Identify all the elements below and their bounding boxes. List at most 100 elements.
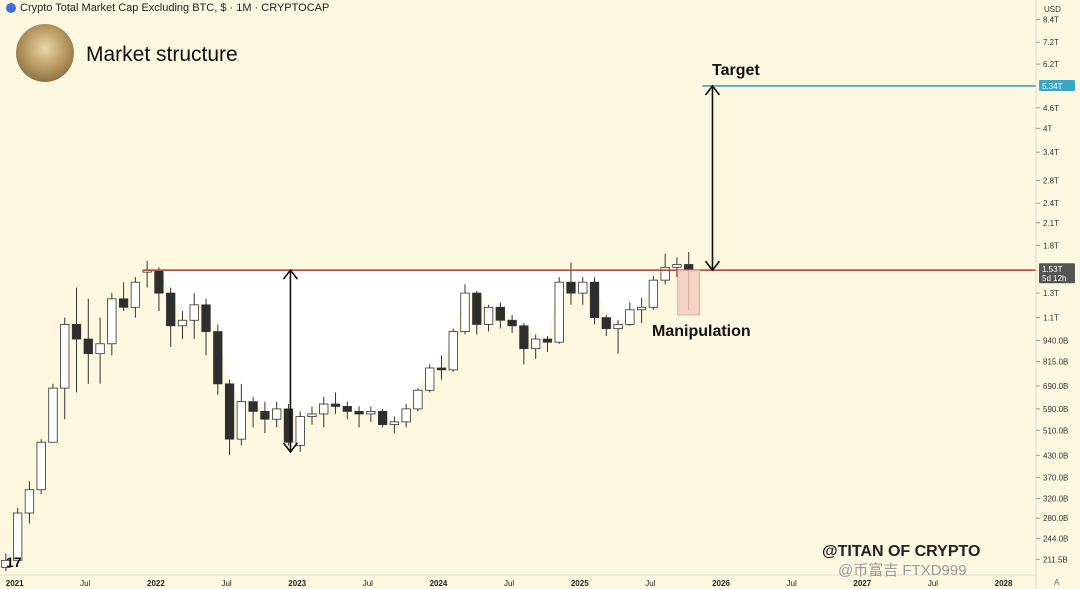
x-tick-label: Jul (645, 579, 655, 588)
candle-body (319, 403, 329, 415)
candle-body (507, 319, 517, 327)
cup-area-fill (147, 270, 654, 422)
y-axis-panel[interactable] (1036, 0, 1080, 589)
candle (531, 334, 541, 359)
y-tick-label: 211.5B (1043, 555, 1068, 564)
y-tick-label: 4T (1043, 124, 1052, 133)
x-tick-label: 2024 (430, 579, 448, 588)
candle (177, 311, 188, 340)
manipulation-label: Manipulation (652, 323, 751, 340)
candle-body (413, 389, 423, 410)
x-tick-label: Jul (787, 579, 797, 588)
candle (672, 257, 682, 278)
candle (542, 336, 553, 352)
candle-body (330, 403, 341, 407)
candle (118, 282, 129, 312)
candle (24, 481, 35, 524)
candle (589, 277, 600, 325)
y-axis: 8.4T 7.2T 6.2T 4.6T 4T 3.4T 2.8T 2.4T 2.1T 1.8T 1.… (1036, 16, 1075, 564)
candle (483, 304, 494, 332)
y-tick-label: 590.0B (1043, 405, 1068, 414)
countdown-label: 5d 12h (1042, 274, 1066, 283)
y-tick-label: 280.0B (1043, 514, 1068, 523)
candle-body (542, 338, 553, 343)
price-label: 1.53T (1042, 265, 1063, 274)
candle-body (601, 317, 611, 330)
candle (213, 324, 223, 395)
y-tick-label: 815.0B (1043, 358, 1068, 367)
candle (554, 277, 564, 344)
y-tick-label: 6.2T (1043, 60, 1059, 69)
candle-body (366, 411, 376, 415)
candle (283, 404, 294, 446)
candle-body (554, 281, 564, 343)
candle (260, 401, 270, 434)
candle-body (613, 324, 623, 330)
candle-body (248, 401, 258, 412)
currency-label[interactable]: USD (1044, 5, 1061, 14)
x-tick-label: Jul (221, 579, 231, 588)
x-tick-label: Jul (80, 579, 90, 588)
y-tick-label: 8.4T (1043, 16, 1059, 25)
candle-body (625, 309, 635, 325)
x-tick-label: 2023 (288, 579, 306, 588)
candle-body (566, 281, 576, 294)
candle (472, 290, 482, 335)
y-tick-label: 2.8T (1043, 177, 1059, 186)
y-tick-label: 510.0B (1043, 426, 1068, 435)
candle (330, 392, 341, 414)
measured-move-arrows (282, 84, 721, 454)
candle-body (448, 331, 458, 371)
candle-body (1, 559, 11, 568)
candle (354, 406, 364, 428)
symbol-icon (6, 3, 16, 13)
x-tick-label: Jul (928, 579, 938, 588)
candle-body (201, 304, 211, 332)
y-tick-label: 2.4T (1043, 199, 1059, 208)
x-tick-label: Jul (363, 579, 373, 588)
manipulation-box (677, 269, 701, 316)
candle-body (460, 292, 470, 332)
candle (295, 411, 305, 452)
candle (413, 388, 423, 412)
candle (625, 302, 635, 326)
candle-body (636, 306, 647, 311)
x-tick-label: 2025 (571, 579, 589, 588)
x-tick-label: 2027 (853, 579, 871, 588)
auto-scale-label[interactable]: A (1054, 578, 1060, 587)
candle (189, 293, 199, 340)
candle-body (495, 306, 505, 321)
candle (71, 287, 82, 393)
y-tick-label: 3.4T (1043, 148, 1059, 157)
author-avatar (16, 24, 74, 82)
x-tick-label: 2026 (712, 579, 730, 588)
candle-body (36, 441, 46, 491)
arrow-head-up (282, 268, 299, 280)
candle-body (648, 279, 659, 308)
candle (224, 379, 235, 456)
candle (248, 396, 258, 428)
candle-body (519, 325, 529, 350)
candle-body (189, 304, 199, 321)
candle-body (307, 413, 317, 417)
x-tick-label: 2028 (995, 579, 1013, 588)
candle (36, 439, 46, 495)
symbol-header[interactable]: Crypto Total Market Cap Excluding BTC, $… (6, 2, 329, 14)
candle-body (71, 324, 82, 340)
candle (613, 320, 623, 354)
candle (166, 287, 176, 347)
x-tick-label: 2022 (147, 579, 165, 588)
candle-body (13, 512, 23, 561)
candle-body (83, 338, 93, 355)
candle (83, 298, 93, 384)
candlestick-series (1, 252, 694, 572)
candle-body (48, 387, 58, 443)
tradingview-logo[interactable]: 17 (6, 554, 22, 570)
candle-body (425, 367, 435, 391)
candle-body (684, 264, 694, 270)
candle (578, 277, 588, 305)
candle-body (95, 343, 105, 355)
candle (507, 314, 517, 334)
chart-title: Market structure (86, 43, 238, 66)
